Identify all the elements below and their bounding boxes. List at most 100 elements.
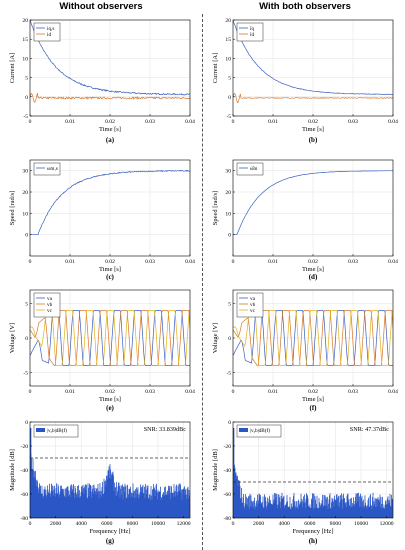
x-tick-label: 4000 <box>76 521 87 527</box>
legend-box <box>33 292 61 318</box>
x-tick-label: 0.03 <box>348 389 358 395</box>
x-tick-label: 0.02 <box>308 259 318 265</box>
x-tick-label: 0 <box>232 389 235 395</box>
y-tick-label: -40 <box>21 468 29 474</box>
x-tick-label: 10000 <box>151 521 165 527</box>
y-tick-label: 5 <box>25 302 28 308</box>
x-tick-label: 0.04 <box>388 119 398 125</box>
y-axis-label: Voltage [V] <box>9 323 16 353</box>
x-axis-label: Time [s] <box>302 266 324 273</box>
panel-label: (f) <box>310 404 318 412</box>
x-tick-label: 12000 <box>380 521 394 527</box>
y-tick-label: -5 <box>23 114 28 120</box>
x-tick-label: 0.03 <box>145 119 155 125</box>
y-axis-label: Speed [rad/s] <box>212 191 219 225</box>
legend-entry: îq <box>249 26 254 32</box>
y-tick-label: 20 <box>225 190 231 196</box>
series-line-m <box>233 170 393 236</box>
x-tick-label: 0.01 <box>268 119 278 125</box>
plot-series <box>233 428 393 518</box>
right-column-header: With both observers <box>259 1 351 12</box>
legend-entry: vb <box>47 302 53 308</box>
y-axis-label: Current [A] <box>212 53 219 84</box>
chart-d: 0 0.01 0.02 0.03 0.04 0 10 20 30 Time [s] Speed [r… <box>212 159 398 281</box>
y-tick-label: -80 <box>21 516 29 522</box>
x-tick-label: 0.02 <box>105 259 115 265</box>
y-tick-label: -20 <box>21 444 29 450</box>
x-axis-label: Frequency [Hz] <box>293 528 334 535</box>
y-tick-label: -20 <box>224 444 232 450</box>
y-axis-label: Magnitude [dB] <box>9 449 16 491</box>
y-tick-label: 0 <box>25 233 28 239</box>
legend-entry: |vₐb|dB(f) <box>47 427 67 434</box>
y-tick-label: 15 <box>22 37 28 43</box>
legend-swatch <box>36 428 45 432</box>
y-axis-label: Current [A] <box>9 53 16 84</box>
y-tick-label: 0 <box>25 95 28 101</box>
y-axis-label: Magnitude [dB] <box>212 449 219 491</box>
y-tick-label: 0 <box>228 420 231 426</box>
y-tick-label: 30 <box>22 169 28 175</box>
legend-box <box>236 22 264 42</box>
y-tick-label: 10 <box>22 211 28 217</box>
x-tick-label: 0.04 <box>185 389 195 395</box>
snr-annotation: SNR: 47.37dBc <box>350 426 389 433</box>
x-tick-label: 0.01 <box>65 389 75 395</box>
x-tick-label: 0.04 <box>185 119 195 125</box>
y-tick-label: -5 <box>226 370 231 376</box>
panel-label: (c) <box>106 273 114 281</box>
series-line-vc <box>30 310 190 366</box>
x-tick-label: 0.02 <box>308 119 318 125</box>
plot-series <box>30 20 190 103</box>
legend-box <box>33 162 61 176</box>
legend-entry: |vₐb|dB(f) <box>250 427 270 434</box>
y-tick-label: 15 <box>225 37 231 43</box>
legend-entry: iq,s <box>47 26 54 32</box>
y-tick-label: 30 <box>225 169 231 175</box>
panel-label: (e) <box>106 404 114 412</box>
x-tick-label: 0 <box>232 119 235 125</box>
left-column-header: Without observers <box>59 1 143 12</box>
legend-box <box>33 22 61 42</box>
x-tick-label: 0 <box>29 119 32 125</box>
x-tick-label: 6000 <box>304 521 315 527</box>
series-line-ms <box>30 169 190 236</box>
x-axis-label: Time [s] <box>302 126 324 133</box>
x-tick-label: 0.03 <box>348 119 358 125</box>
legend-box <box>236 162 264 176</box>
x-axis-label: Time [s] <box>99 266 121 273</box>
legend-entry: id <box>47 32 51 38</box>
series-line-id <box>233 93 393 103</box>
legend-box <box>236 292 264 318</box>
plot-series <box>30 169 190 236</box>
x-tick-label: 2000 <box>50 521 61 527</box>
y-tick-label: 5 <box>228 76 231 82</box>
y-tick-label: 10 <box>225 56 231 62</box>
series-line-vc <box>233 310 393 366</box>
panel-label: (h) <box>309 537 318 545</box>
x-tick-label: 10000 <box>354 521 368 527</box>
y-tick-label: 0 <box>25 336 28 342</box>
x-tick-label: 0.04 <box>185 259 195 265</box>
y-tick-label: -40 <box>224 468 232 474</box>
spectrum-bars <box>30 448 190 518</box>
chart-h: 0 2000 4000 6000 8000 10000 12000 -80 -60 -40 -20 0… <box>212 420 394 545</box>
legend-entry: va <box>47 296 53 302</box>
y-tick-label: 20 <box>22 18 28 24</box>
x-tick-label: 0.04 <box>388 259 398 265</box>
x-tick-label: 0.01 <box>268 389 278 395</box>
x-tick-label: 0.03 <box>145 389 155 395</box>
y-tick-label: 5 <box>228 302 231 308</box>
y-tick-label: 0 <box>228 95 231 101</box>
y-tick-label: 0 <box>228 336 231 342</box>
x-tick-label: 0 <box>29 259 32 265</box>
x-axis-label: Time [s] <box>302 396 324 403</box>
snr-annotation: SNR: 33.839dBc <box>144 426 187 433</box>
plot-series <box>233 170 393 236</box>
chart-e: 0 0.01 0.02 0.03 0.04 -5 0 5 Time [s] Voltage [V]… <box>9 289 195 412</box>
x-tick-label: 0.02 <box>308 389 318 395</box>
series-line-vb <box>233 310 393 366</box>
